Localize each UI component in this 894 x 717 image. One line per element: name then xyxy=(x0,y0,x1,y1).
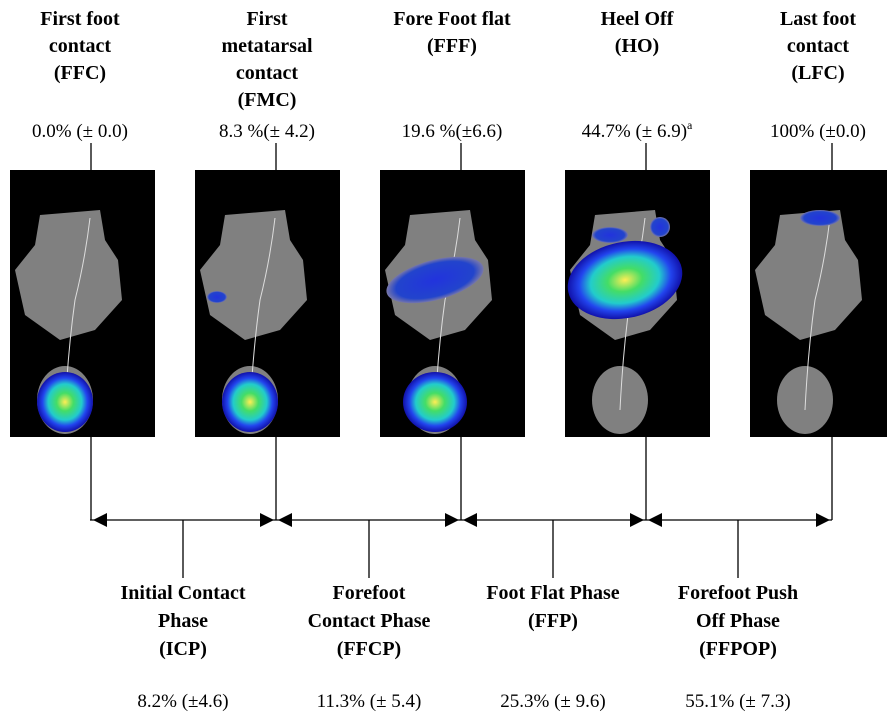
footprint-panel xyxy=(750,170,887,437)
phase-name: Initial Contact xyxy=(121,582,246,604)
footprint-panel xyxy=(560,170,710,437)
event-title: Heel Off xyxy=(601,8,674,30)
footprint-panel xyxy=(380,170,525,437)
event-percent: 0.0% (± 0.0) xyxy=(32,121,128,142)
event-percent: 19.6 %(±6.6) xyxy=(402,121,503,142)
event-title: (FMC) xyxy=(238,89,297,111)
arrowhead xyxy=(630,513,644,527)
event-title: contact xyxy=(787,35,850,57)
arrowhead xyxy=(278,513,292,527)
phase-name: Foot Flat Phase xyxy=(486,582,619,604)
phase-name: Contact Phase xyxy=(308,610,431,632)
event-title: (FFF) xyxy=(427,35,477,57)
heel-pressure xyxy=(403,372,467,432)
event-title: (FFC) xyxy=(54,62,106,84)
toe-pressure xyxy=(650,217,670,237)
event-title: (LFC) xyxy=(791,62,844,84)
event-percent: 44.7% (± 6.9)a xyxy=(582,118,693,142)
arrowhead xyxy=(463,513,477,527)
phase-name: Off Phase xyxy=(696,610,780,632)
event-percent: 100% (±0.0) xyxy=(770,121,866,142)
percent-text: 0.0% (± 0.0) xyxy=(32,121,128,142)
percent-text: 19.6 %(±6.6) xyxy=(402,121,503,142)
phase-name: Forefoot xyxy=(333,582,406,604)
event-title: (HO) xyxy=(615,35,659,57)
percent-text: 44.7% (± 6.9) xyxy=(582,121,687,142)
event-title: First foot xyxy=(40,8,120,30)
event-title: Fore Foot flat xyxy=(393,8,511,30)
phase-name: (FFPOP) xyxy=(699,638,777,660)
footprint-panel xyxy=(195,170,340,437)
arrowhead xyxy=(445,513,459,527)
phase-percent: 55.1% (± 7.3) xyxy=(685,691,790,712)
event-title: contact xyxy=(49,35,112,57)
phase-name: Forefoot Push xyxy=(678,582,798,604)
phase-percent: 25.3% (± 9.6) xyxy=(500,691,605,712)
heel-outline xyxy=(777,366,833,434)
event-title: metatarsal xyxy=(221,35,313,57)
arrowhead xyxy=(648,513,662,527)
footprint-panel xyxy=(10,170,155,437)
footnote-mark: a xyxy=(687,118,693,132)
phase-percent: 8.2% (±4.6) xyxy=(137,691,228,712)
event-title: Last foot xyxy=(780,8,856,30)
heel-pressure xyxy=(222,372,278,432)
phase-name: (FFCP) xyxy=(337,638,401,660)
percent-text: 100% (±0.0) xyxy=(770,121,866,142)
phase-name: Phase xyxy=(158,610,208,632)
toe-pressure xyxy=(592,227,628,243)
event-title: contact xyxy=(236,62,299,84)
met-pressure xyxy=(207,291,227,303)
heel-pressure xyxy=(37,372,93,432)
percent-text: 8.3 %(± 4.2) xyxy=(219,121,315,142)
arrowhead xyxy=(816,513,830,527)
arrowhead xyxy=(260,513,274,527)
phase-percent: 11.3% (± 5.4) xyxy=(317,691,422,712)
toe-pressure xyxy=(800,210,840,226)
heel-outline xyxy=(592,366,648,434)
phase-name: (ICP) xyxy=(159,638,207,660)
event-title: First xyxy=(246,8,287,30)
gait-figure: First foot contact (FFC) 0.0% (± 0.0) First m… xyxy=(0,0,894,717)
arrowhead xyxy=(93,513,107,527)
phase-name: (FFP) xyxy=(528,610,578,632)
event-percent: 8.3 %(± 4.2) xyxy=(219,121,315,142)
